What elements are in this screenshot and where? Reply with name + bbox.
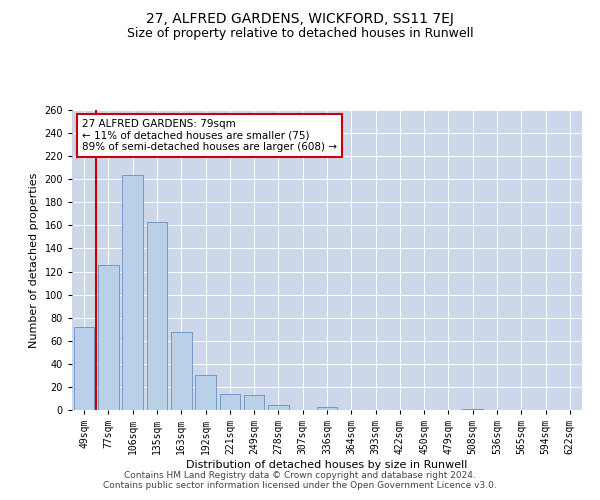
Bar: [74, 327, 94, 410]
Bar: [244, 395, 265, 410]
Bar: [195, 376, 216, 410]
X-axis label: Distribution of detached houses by size in Runwell: Distribution of detached houses by size …: [187, 460, 467, 470]
Text: Size of property relative to detached houses in Runwell: Size of property relative to detached ho…: [127, 28, 473, 40]
Bar: [171, 332, 191, 410]
Text: 27 ALFRED GARDENS: 79sqm
← 11% of detached houses are smaller (75)
89% of semi-d: 27 ALFRED GARDENS: 79sqm ← 11% of detach…: [82, 119, 337, 152]
Bar: [98, 264, 119, 410]
Y-axis label: Number of detached properties: Number of detached properties: [29, 172, 39, 348]
Bar: [317, 406, 337, 410]
Bar: [463, 409, 483, 410]
Bar: [122, 174, 143, 410]
Bar: [146, 222, 167, 410]
Text: 27, ALFRED GARDENS, WICKFORD, SS11 7EJ: 27, ALFRED GARDENS, WICKFORD, SS11 7EJ: [146, 12, 454, 26]
Text: Contains HM Land Registry data © Crown copyright and database right 2024.
Contai: Contains HM Land Registry data © Crown c…: [103, 470, 497, 490]
Bar: [268, 406, 289, 410]
Bar: [220, 394, 240, 410]
